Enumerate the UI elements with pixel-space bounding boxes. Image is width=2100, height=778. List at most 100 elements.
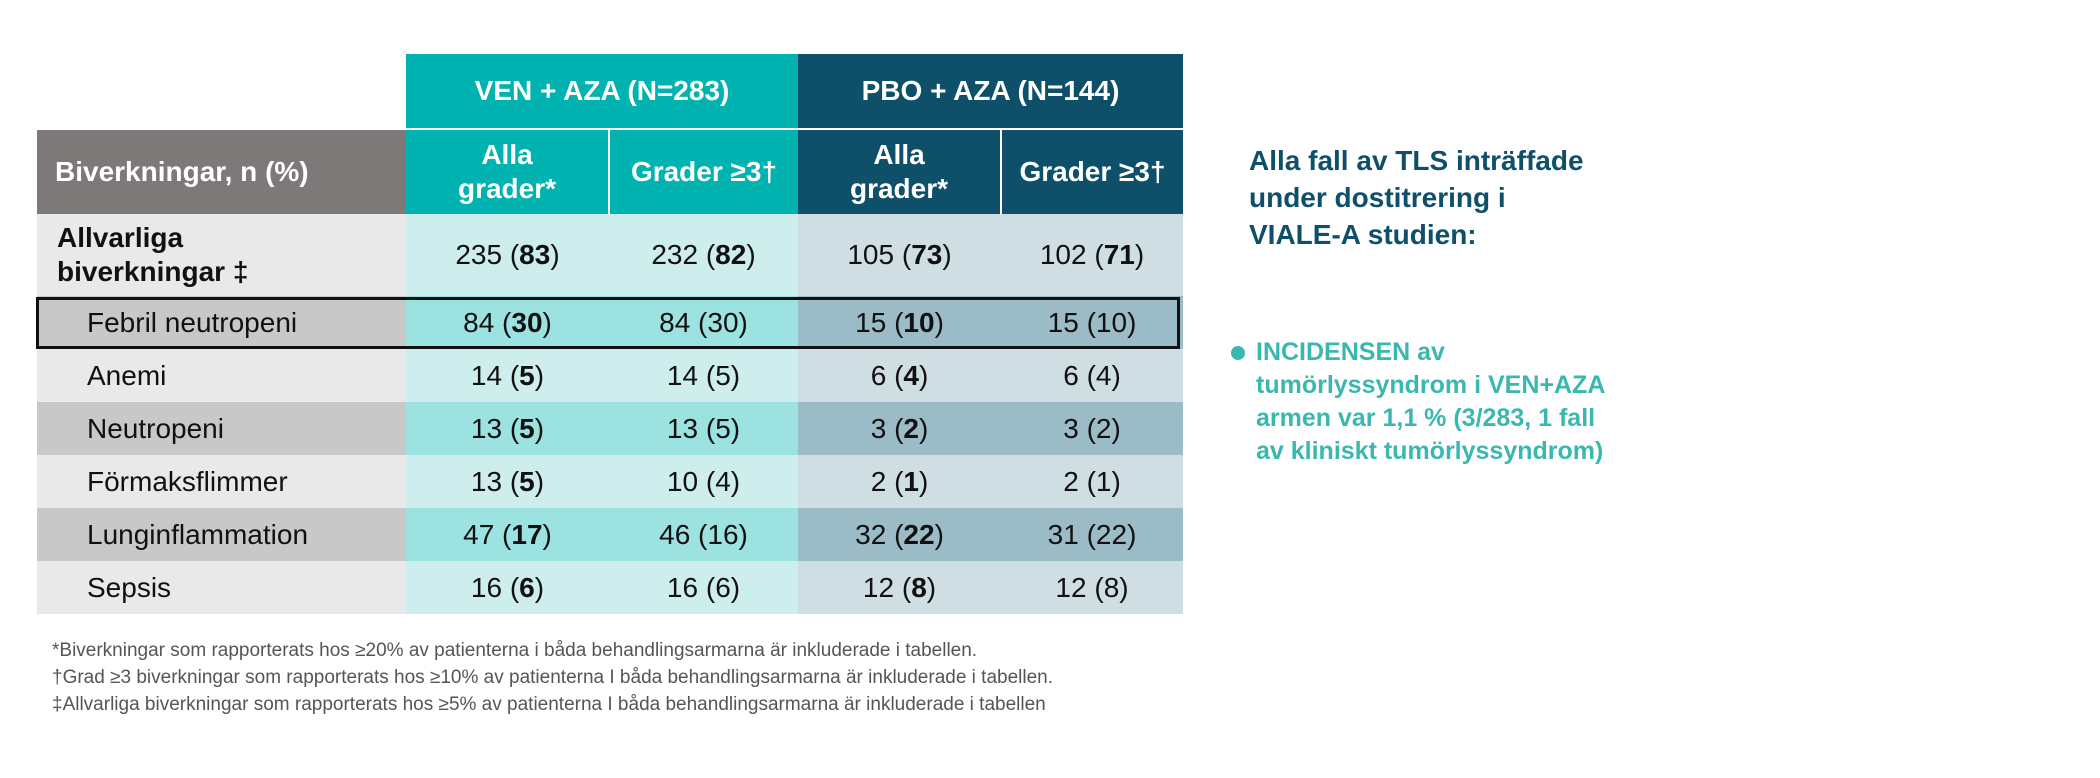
table-cell: 232 (82) bbox=[609, 214, 799, 296]
subheader-pbo-all-grades: Alla grader* bbox=[798, 128, 1002, 214]
table-cell: 16 (6) bbox=[609, 561, 799, 614]
cell-percent: 82 bbox=[715, 239, 747, 270]
cell-count: 16 bbox=[470, 571, 503, 603]
cell-count: 3 bbox=[870, 412, 887, 444]
table-cell: 235 (83) bbox=[406, 214, 609, 296]
tls-incidence-line3: armen var 1,1 % (3/283, 1 fall bbox=[1256, 404, 1596, 432]
cell-count: 105 bbox=[847, 239, 895, 270]
cell-percent: 73 bbox=[911, 239, 943, 270]
table-cell: 2 (1) bbox=[798, 455, 1002, 508]
cell-percent: 6 bbox=[715, 571, 731, 603]
row-label-text: Anemi bbox=[87, 359, 167, 391]
cell-percent: 5 bbox=[519, 412, 535, 444]
table-row: Allvarliga biverkningar ‡ 235 (83) 232 (82)… bbox=[37, 214, 1184, 296]
cell-count: 47 bbox=[463, 518, 495, 550]
cell-percent: 22 bbox=[1095, 518, 1128, 550]
table-cell: 3 (2) bbox=[1001, 402, 1184, 455]
table-row: Anemi 14 (5) 14 (5) 6 (4) 6 (4) bbox=[37, 349, 1184, 402]
table-cell: 15 (10) bbox=[1001, 296, 1184, 349]
row-label-text: Förmaksflimmer bbox=[87, 465, 288, 497]
cell-count: 235 bbox=[455, 239, 503, 270]
table-body: Allvarliga biverkningar ‡ 235 (83) 232 (82)… bbox=[37, 214, 1184, 614]
row-label-text: Febril neutropeni bbox=[87, 306, 298, 338]
footnote-2: †Grad ≥3 biverkningar som rapporterats h… bbox=[52, 667, 1054, 688]
cell-percent: 10 bbox=[903, 306, 935, 338]
table-cell: 13 (5) bbox=[406, 455, 609, 508]
cell-percent: 5 bbox=[715, 359, 731, 391]
table-cell: 12 (8) bbox=[798, 561, 1002, 614]
cell-count: 84 bbox=[659, 306, 691, 338]
row-label-text: biverkningar ‡ bbox=[57, 256, 249, 287]
cell-count: 16 bbox=[666, 571, 699, 603]
table-cell: 84 (30) bbox=[609, 296, 799, 349]
cell-percent: 4 bbox=[903, 359, 919, 391]
subheader-all-grades-line2: grader* bbox=[849, 173, 949, 204]
cell-count: 12 bbox=[1055, 571, 1087, 603]
row-label: Neutropeni bbox=[37, 402, 406, 455]
subheader-all-grades-line1: Alla bbox=[481, 139, 533, 170]
table-cell: 14 (5) bbox=[609, 349, 799, 402]
cell-percent: 83 bbox=[519, 239, 551, 270]
cell-percent: 10 bbox=[1095, 306, 1128, 338]
table-cell: 47 (17) bbox=[406, 508, 609, 561]
header-blank-cell bbox=[37, 54, 406, 129]
table-cell: 10 (4) bbox=[609, 455, 799, 508]
cell-count: 32 bbox=[855, 518, 887, 550]
table-cell: 102 (71) bbox=[1001, 214, 1184, 296]
table-cell: 13 (5) bbox=[406, 402, 609, 455]
table-cell: 3 (2) bbox=[798, 402, 1002, 455]
cell-count: 84 bbox=[463, 306, 495, 338]
table-cell: 12 (8) bbox=[1001, 561, 1184, 614]
cell-percent: 1 bbox=[903, 465, 919, 497]
cell-percent: 5 bbox=[519, 359, 535, 391]
bullet-dot-icon bbox=[1231, 346, 1245, 360]
cell-count: 2 bbox=[870, 465, 887, 497]
table-cell: 105 (73) bbox=[798, 214, 1002, 296]
subheader-ven-grade3: Grader ≥3† bbox=[607, 128, 799, 214]
row-label: Anemi bbox=[37, 349, 406, 402]
tls-heading-line2: under dostitrering i bbox=[1249, 182, 1506, 213]
row-label: Förmaksflimmer bbox=[37, 455, 406, 508]
cell-percent: 8 bbox=[911, 571, 927, 603]
cell-percent: 17 bbox=[511, 518, 543, 550]
row-label-text: Lunginflammation bbox=[87, 518, 309, 550]
cell-percent: 22 bbox=[903, 518, 935, 550]
tls-incidence-line2: tumörlyssyndrom i VEN+AZA bbox=[1256, 371, 1606, 399]
row-label: Allvarliga biverkningar ‡ bbox=[37, 214, 406, 296]
cell-count: 14 bbox=[470, 359, 503, 391]
tls-incidence-line4: av kliniskt tumörlyssyndrom) bbox=[1256, 437, 1604, 465]
tls-heading: Alla fall av TLS inträffade under dostit… bbox=[1249, 142, 1669, 253]
cell-percent: 5 bbox=[519, 465, 535, 497]
cell-percent: 16 bbox=[707, 518, 739, 550]
cell-count: 3 bbox=[1063, 412, 1079, 444]
adverse-events-table: VEN + AZA (N=283) PBO + AZA (N=144) Bive… bbox=[37, 54, 1184, 614]
tls-heading-line1: Alla fall av TLS inträffade bbox=[1249, 145, 1584, 176]
subheader-ven-all-grades: Alla grader* bbox=[406, 128, 609, 214]
cell-count: 2 bbox=[1063, 465, 1079, 497]
table-row: Neutropeni 13 (5) 13 (5) 3 (2) 3 (2) bbox=[37, 402, 1184, 455]
cell-count: 13 bbox=[470, 412, 503, 444]
cell-percent: 8 bbox=[1103, 571, 1120, 603]
cell-count: 31 bbox=[1047, 518, 1079, 550]
cell-percent: 30 bbox=[511, 306, 543, 338]
cell-percent: 1 bbox=[1095, 465, 1112, 497]
cell-count: 13 bbox=[470, 465, 503, 497]
table-cell: 14 (5) bbox=[406, 349, 609, 402]
cell-count: 13 bbox=[666, 412, 699, 444]
column-label-adverse-events: Biverkningar, n (%) bbox=[37, 128, 406, 214]
group-header-pbo-aza: PBO + AZA (N=144) bbox=[798, 54, 1184, 129]
table-cell: 2 (1) bbox=[1001, 455, 1184, 508]
footnote-1: *Biverkningar som rapporterats hos ≥20% … bbox=[52, 640, 978, 661]
row-label-text: Neutropeni bbox=[87, 412, 224, 444]
table-row: Förmaksflimmer 13 (5) 10 (4) 2 (1) 2 (1) bbox=[37, 455, 1184, 508]
table-cell: 6 (4) bbox=[1001, 349, 1184, 402]
tls-heading-line3: VIALE-A studien: bbox=[1249, 219, 1477, 250]
table-cell: 16 (6) bbox=[406, 561, 609, 614]
row-label: Lunginflammation bbox=[37, 508, 406, 561]
cell-percent: 2 bbox=[1095, 412, 1112, 444]
cell-count: 102 bbox=[1039, 239, 1087, 270]
cell-percent: 5 bbox=[715, 412, 731, 444]
tls-incidence-text: INCIDENSEN av tumörlyssyndrom i VEN+AZA … bbox=[1256, 336, 1696, 468]
cell-percent: 6 bbox=[519, 571, 535, 603]
cell-percent: 2 bbox=[903, 412, 919, 444]
